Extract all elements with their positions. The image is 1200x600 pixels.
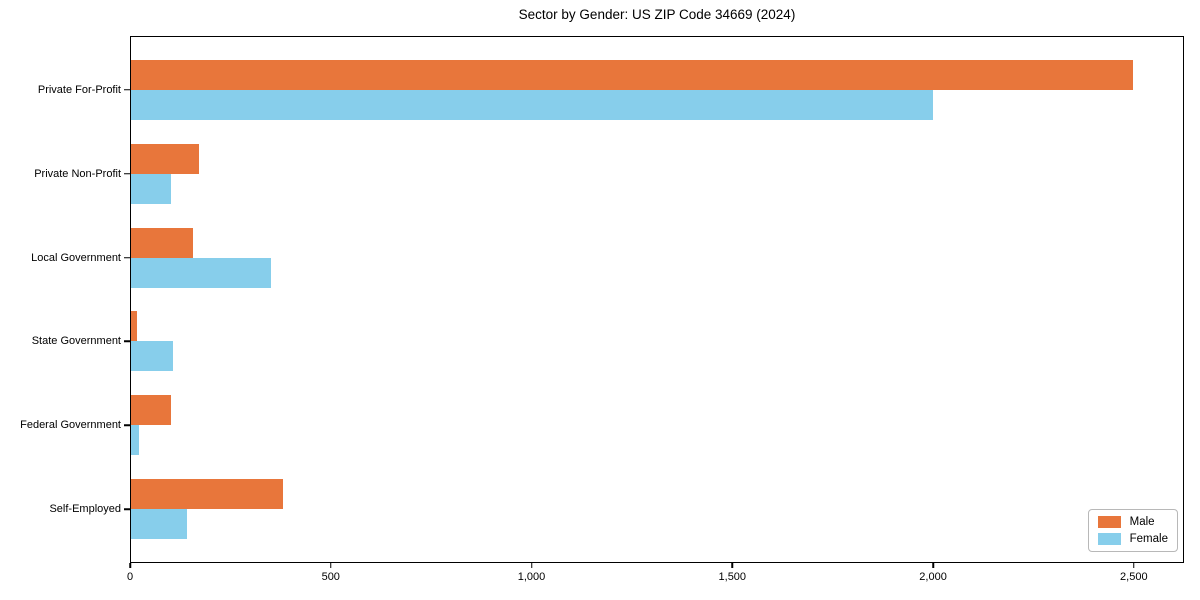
- chart-title: Sector by Gender: US ZIP Code 34669 (202…: [518, 7, 796, 22]
- bar-male: [131, 311, 137, 342]
- bar-female: [131, 89, 933, 120]
- x-tick-label: 1,500: [718, 571, 747, 583]
- bar-groups-container: Private For-Profit Private Non-Profit Loca…: [20, 37, 1183, 562]
- x-axis: 0 500 1,000 1,500 2,000 2,500: [126, 563, 1184, 593]
- y-tick-mark: [124, 424, 130, 426]
- x-tick-label: 500: [321, 571, 340, 583]
- bar-female: [131, 341, 174, 372]
- y-tick-mark: [124, 89, 130, 91]
- x-tick-mark: [530, 563, 533, 568]
- legend-swatch-male: [1097, 516, 1121, 528]
- x-tick-label: 0: [126, 571, 134, 583]
- x-tick-label: 1,000: [517, 571, 546, 583]
- x-tick-mark: [330, 563, 332, 568]
- y-tick-label: Private Non-Profit: [34, 167, 121, 180]
- bar-male: [131, 143, 200, 174]
- plot-area: Private For-Profit Private Non-Profit Loca…: [20, 36, 1184, 563]
- bar-group: Private Non-Profit: [34, 132, 1183, 216]
- legend-swatch-female: [1097, 533, 1121, 545]
- legend-item-female: Female: [1097, 533, 1168, 545]
- bar-male: [131, 59, 1133, 90]
- bar-group: Federal Government: [20, 383, 1183, 467]
- legend-label: Female: [1129, 533, 1168, 545]
- y-tick-label: Local Government: [31, 251, 121, 264]
- y-tick-mark: [124, 508, 130, 510]
- bar-group: Private For-Profit: [38, 48, 1183, 132]
- x-tick-mark: [1133, 563, 1135, 568]
- bar-male: [131, 227, 194, 258]
- y-tick-mark: [124, 340, 130, 343]
- bar-male: [131, 479, 284, 510]
- legend-label: Male: [1129, 516, 1155, 528]
- y-tick-mark: [124, 256, 130, 259]
- x-tick-mark: [129, 563, 131, 568]
- y-tick-label: Private For-Profit: [37, 83, 121, 96]
- bar-group: Self-Employed: [49, 467, 1183, 551]
- bar-female: [131, 425, 139, 456]
- legend: Male Female: [1087, 509, 1178, 552]
- y-tick-label: Federal Government: [20, 419, 121, 432]
- y-tick-mark: [124, 172, 130, 175]
- y-tick-label: Self-Employed: [49, 503, 121, 516]
- bar-male: [131, 395, 172, 426]
- x-tick-label: 2,000: [919, 571, 947, 583]
- bar-female: [131, 257, 272, 288]
- x-tick-mark: [731, 563, 734, 568]
- legend-item-male: Male: [1097, 516, 1168, 528]
- bar-group: Local Government: [31, 216, 1183, 300]
- bar-female: [131, 173, 172, 204]
- x-tick-mark: [932, 563, 934, 568]
- bar-female: [131, 509, 188, 540]
- x-tick-label: 2,500: [1120, 571, 1148, 583]
- bar-group: State Government: [32, 299, 1183, 383]
- y-tick-label: State Government: [31, 335, 121, 348]
